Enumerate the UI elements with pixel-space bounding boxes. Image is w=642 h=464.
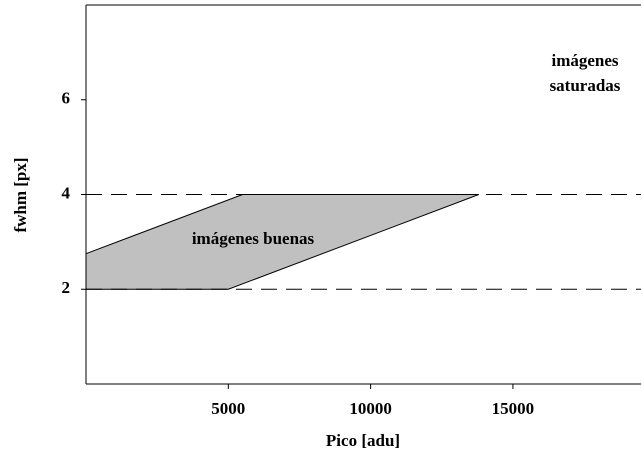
x-tick-label: 15000: [492, 399, 535, 418]
y-tick-label: 4: [62, 183, 71, 202]
annotation: imágenes buenas: [192, 229, 315, 248]
x-tick-label: 5000: [211, 399, 245, 418]
x-axis-label: Pico [adu]: [326, 431, 400, 450]
y-tick-label: 2: [62, 278, 71, 297]
y-axis-label: fwhm [px]: [11, 157, 30, 232]
y-tick-label: 6: [62, 89, 71, 108]
annotation: imágenes: [551, 51, 618, 70]
annotation: saturadas: [550, 76, 621, 95]
x-tick-label: 10000: [349, 399, 392, 418]
